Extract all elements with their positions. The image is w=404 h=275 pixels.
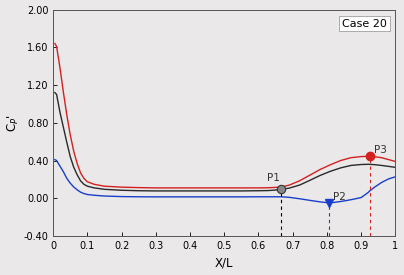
Text: P1: P1 <box>267 173 280 183</box>
Text: P3: P3 <box>374 145 387 155</box>
Y-axis label: C$_{P}$': C$_{P}$' <box>6 114 21 132</box>
X-axis label: X/L: X/L <box>215 257 234 269</box>
Text: P2: P2 <box>333 192 346 202</box>
Text: Case 20: Case 20 <box>342 19 387 29</box>
